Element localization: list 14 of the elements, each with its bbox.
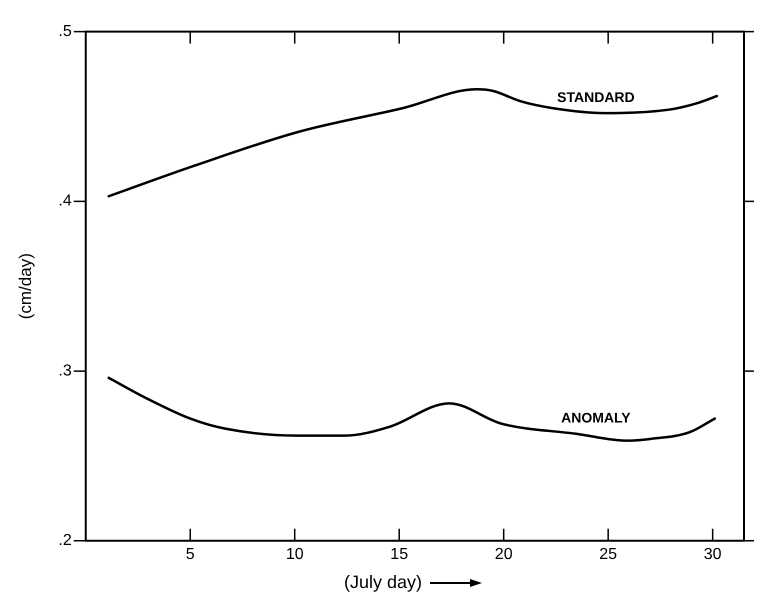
series-label: STANDARD — [557, 88, 635, 105]
x-tick-label: 5 — [186, 546, 195, 563]
y-axis-title: (cm/day) — [16, 253, 35, 320]
y-tick-label: .4 — [58, 192, 72, 210]
x-axis-title: (July day) — [344, 572, 422, 593]
y-tick-label: .3 — [58, 362, 72, 380]
y-tick-label: .2 — [58, 532, 72, 550]
x-tick-label: 25 — [599, 546, 618, 563]
x-tick-label: 30 — [704, 546, 722, 563]
x-tick-label: 20 — [494, 546, 513, 563]
series-label: ANOMALY — [561, 410, 632, 426]
x-tick-label: 10 — [286, 546, 304, 563]
y-tick-label: .5 — [58, 23, 72, 40]
x-tick-label: 15 — [390, 546, 408, 563]
